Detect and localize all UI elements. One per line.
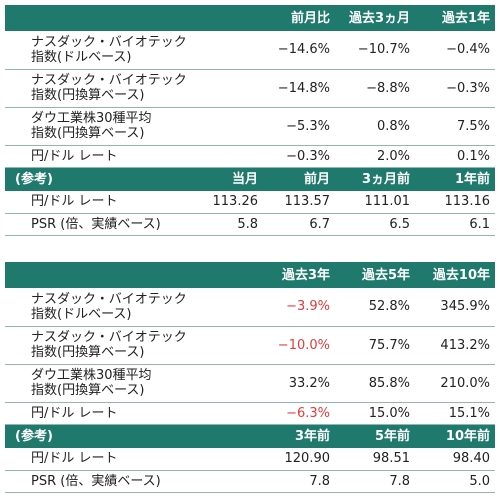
cell-value: −10.7% (335, 31, 415, 70)
cell-value: −0.3% (415, 69, 495, 108)
cell-value: 210.0% (415, 364, 495, 403)
cell-value: 345.9% (415, 288, 495, 327)
row-label: 円/ドル レート (5, 402, 263, 425)
cell-value: 85.8% (335, 364, 415, 403)
table-row: PSR (倍、実績ベース) 5.8 6.7 6.5 6.1 (5, 213, 495, 236)
cell-value: 111.01 (335, 191, 415, 214)
table-header-row: 前月比 過去3ヵ月 過去1年 (5, 5, 495, 31)
row-label: ナスダック・バイオテック 指数(円換算ベース) (5, 69, 263, 108)
cell-value: 6.1 (415, 213, 495, 236)
table-header-row: 過去3年 過去5年 過去10年 (5, 262, 495, 288)
cell-value: 5.0 (415, 470, 495, 493)
reference-header-row: (参考) 3年前 5年前 10年前 (5, 424, 495, 448)
cell-value: −0.4% (415, 31, 495, 70)
cell-value: 113.57 (263, 191, 335, 214)
reference-label: (参考) (5, 167, 191, 191)
cell-value: 75.7% (335, 326, 415, 365)
table-row: ナスダック・バイオテック 指数(ドルベース) −14.6% −10.7% −0.4… (5, 31, 495, 70)
header-blank (5, 262, 263, 288)
performance-table-long-term: 過去3年 過去5年 過去10年 ナスダック・バイオテック 指数(ドルベース) −3… (5, 262, 495, 493)
header-blank (5, 5, 263, 31)
table-row: ナスダック・バイオテック 指数(ドルベース) −3.9% 52.8% 345.9% (5, 288, 495, 327)
table-row: 円/ドル レート 113.26 113.57 111.01 113.16 (5, 191, 495, 214)
cell-value: 6.7 (263, 213, 335, 236)
cell-value: 0.8% (335, 107, 415, 146)
cell-value: 98.51 (335, 448, 415, 471)
column-header: 過去3ヵ月 (335, 5, 415, 31)
table-row: PSR (倍、実績ベース) 7.8 7.8 5.0 (5, 470, 495, 493)
cell-value: −14.8% (263, 69, 335, 108)
cell-value: 7.8 (335, 470, 415, 493)
cell-value: 52.8% (335, 288, 415, 327)
cell-value: 7.5% (415, 107, 495, 146)
cell-value: 6.5 (335, 213, 415, 236)
cell-value: 7.8 (263, 470, 335, 493)
table-row: ダウ工業株30種平均 指数(円換算ベース) 33.2% 85.8% 210.0% (5, 364, 495, 403)
row-label: PSR (倍、実績ベース) (5, 213, 191, 236)
cell-value: 5.8 (191, 213, 263, 236)
cell-value-negative: −6.3% (263, 402, 335, 425)
column-header: 10年前 (415, 424, 495, 448)
cell-value: 0.1% (415, 145, 495, 168)
row-label: ナスダック・バイオテック 指数(円換算ベース) (5, 326, 263, 365)
column-header: 過去5年 (335, 262, 415, 288)
cell-value: 15.1% (415, 402, 495, 425)
table-row: 円/ドル レート −0.3% 2.0% 0.1% (5, 145, 495, 168)
table-row: ナスダック・バイオテック 指数(円換算ベース) −10.0% 75.7% 413.… (5, 326, 495, 365)
table-row: 円/ドル レート −6.3% 15.0% 15.1% (5, 402, 495, 425)
cell-value: 2.0% (335, 145, 415, 168)
table-row: ナスダック・バイオテック 指数(円換算ベース) −14.8% −8.8% −0.3… (5, 69, 495, 108)
column-header: 1年前 (415, 167, 495, 191)
cell-value: −8.8% (335, 69, 415, 108)
cell-value-negative: −10.0% (263, 326, 335, 365)
cell-value: 15.0% (335, 402, 415, 425)
cell-value: 113.16 (415, 191, 495, 214)
column-header: 前月 (263, 167, 335, 191)
cell-value: 98.40 (415, 448, 495, 471)
column-header: 当月 (191, 167, 263, 191)
reference-label: (参考) (5, 424, 263, 448)
cell-value: 33.2% (263, 364, 335, 403)
performance-table-short-term: 前月比 過去3ヵ月 過去1年 ナスダック・バイオテック 指数(ドルベース) −14… (5, 5, 495, 236)
row-label: 円/ドル レート (5, 191, 191, 214)
table-row: ダウ工業株30種平均 指数(円換算ベース) −5.3% 0.8% 7.5% (5, 107, 495, 146)
row-label: ナスダック・バイオテック 指数(ドルベース) (5, 288, 263, 327)
reference-header-row: (参考) 当月 前月 3ヵ月前 1年前 (5, 167, 495, 191)
cell-value: 413.2% (415, 326, 495, 365)
column-header: 3ヵ月前 (335, 167, 415, 191)
column-header: 過去3年 (263, 262, 335, 288)
cell-value: 120.90 (263, 448, 335, 471)
column-header: 過去1年 (415, 5, 495, 31)
row-label: 円/ドル レート (5, 448, 263, 471)
cell-value: −5.3% (263, 107, 335, 146)
row-label: ナスダック・バイオテック 指数(ドルベース) (5, 31, 263, 70)
cell-value: 113.26 (191, 191, 263, 214)
column-header: 前月比 (263, 5, 335, 31)
column-header: 過去10年 (415, 262, 495, 288)
column-header: 5年前 (335, 424, 415, 448)
cell-value-negative: −3.9% (263, 288, 335, 327)
table-row: 円/ドル レート 120.90 98.51 98.40 (5, 448, 495, 471)
row-label: PSR (倍、実績ベース) (5, 470, 263, 493)
cell-value: −0.3% (263, 145, 335, 168)
cell-value: −14.6% (263, 31, 335, 70)
row-label: ダウ工業株30種平均 指数(円換算ベース) (5, 364, 263, 403)
column-header: 3年前 (263, 424, 335, 448)
row-label: ダウ工業株30種平均 指数(円換算ベース) (5, 107, 263, 146)
row-label: 円/ドル レート (5, 145, 263, 168)
